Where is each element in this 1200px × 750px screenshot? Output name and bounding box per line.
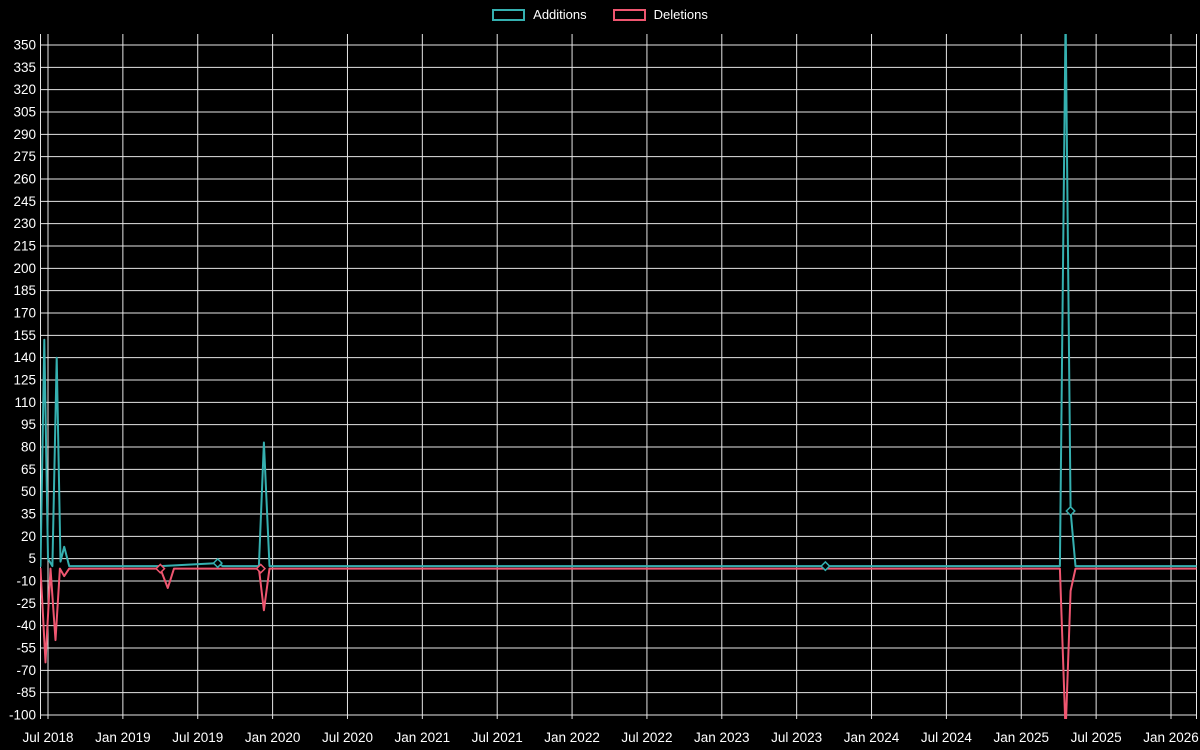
deletions-point-marker-icon — [255, 563, 267, 574]
x-axis-tick-label: Jul 2020 — [322, 730, 373, 745]
x-axis-tick-label: Jul 2019 — [172, 730, 223, 745]
x-axis-labels: Jul 2018 Jan 2019 Jul 2019 Jan 2020 Jul 2020… — [22, 730, 1198, 745]
x-axis-tick-label: Jul 2023 — [771, 730, 822, 745]
y-axis-tick-label: 125 — [13, 373, 36, 388]
y-axis-tick-label: 95 — [21, 417, 36, 432]
y-axis-tick-label: 5 — [28, 551, 36, 566]
y-axis-tick-label: -10 — [16, 574, 36, 589]
legend-label-deletions: Deletions — [653, 7, 708, 22]
y-axis-tick-label: 50 — [21, 484, 36, 499]
x-axis-tick-label: Jan 2019 — [95, 730, 151, 745]
y-axis-tick-label: 275 — [13, 149, 36, 164]
y-axis-tick-label: 350 — [13, 38, 36, 53]
y-axis-tick-label: 185 — [13, 283, 36, 298]
y-axis-tick-label: -85 — [16, 685, 36, 700]
x-axis-tick-label: Jul 2018 — [22, 730, 73, 745]
y-axis-tick-label: -70 — [16, 663, 36, 678]
x-axis-tick-label: Jul 2022 — [621, 730, 672, 745]
y-axis-tick-label: 20 — [21, 529, 36, 544]
y-axis-tick-label: 320 — [13, 82, 36, 97]
chart-legend: Additions Deletions — [0, 8, 1200, 21]
deletions-swatch-icon — [612, 8, 646, 21]
x-axis-tick-label: Jul 2024 — [921, 730, 973, 745]
deletions-line — [40, 567, 1197, 719]
y-axis-tick-label: 290 — [13, 127, 36, 142]
y-axis-tick-label: 80 — [21, 440, 36, 455]
x-axis-tick-label: Jan 2025 — [993, 730, 1049, 745]
y-axis-tick-label: -100 — [9, 708, 36, 723]
y-axis-tick-label: 155 — [13, 328, 36, 343]
x-axis-tick-label: Jan 2022 — [544, 730, 600, 745]
x-axis-tick-label: Jan 2020 — [245, 730, 301, 745]
legend-item-deletions[interactable]: Deletions — [612, 7, 708, 22]
y-axis-tick-label: 245 — [13, 194, 36, 209]
series-lines — [40, 34, 1197, 719]
y-axis-tick-label: 35 — [21, 507, 36, 522]
y-axis-tick-label: 65 — [21, 462, 36, 477]
y-axis-tick-label: 170 — [13, 306, 36, 321]
x-axis-tick-label: Jan 2024 — [844, 730, 900, 745]
y-axis-labels: 350 335 320 305 290 275 260 245 230 215 200 185 170 1… — [9, 38, 36, 723]
y-axis-tick-label: -55 — [16, 641, 36, 656]
y-axis-tick-label: -25 — [16, 596, 36, 611]
additions-point-marker-icon — [820, 560, 831, 572]
additions-point-marker-icon — [212, 557, 223, 569]
y-axis-tick-label: 230 — [13, 216, 36, 231]
y-axis-tick-label: 200 — [13, 261, 36, 276]
y-axis-tick-label: -40 — [16, 618, 36, 633]
legend-item-additions[interactable]: Additions — [492, 7, 587, 22]
additions-swatch-icon — [492, 8, 526, 21]
x-axis-tick-label: Jan 2023 — [694, 730, 750, 745]
legend-label-additions: Additions — [533, 7, 587, 22]
x-axis-tick-label: Jul 2021 — [472, 730, 523, 745]
x-axis-tick-label: Jan 2021 — [395, 730, 451, 745]
y-axis-tick-label: 215 — [13, 239, 36, 254]
point-markers — [155, 505, 1076, 574]
additions-point-marker-icon — [1065, 505, 1076, 517]
gridlines — [40, 34, 1197, 719]
y-axis-tick-label: 335 — [13, 60, 36, 75]
y-axis-tick-label: 260 — [13, 172, 36, 187]
deletions-point-marker-icon — [155, 563, 166, 574]
y-axis-tick-label: 110 — [14, 395, 36, 410]
y-axis-tick-label: 305 — [13, 105, 36, 120]
x-axis-tick-label: Jan 2026 — [1143, 730, 1199, 745]
y-axis-tick-label: 140 — [13, 350, 36, 365]
x-axis-tick-label: Jul 2025 — [1071, 730, 1122, 745]
